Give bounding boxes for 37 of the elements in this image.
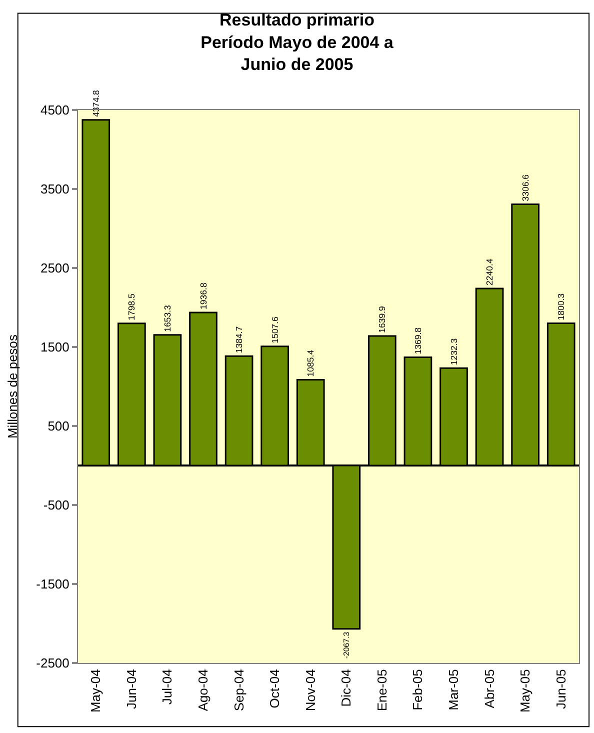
x-tick-label: Abr-05 — [482, 669, 497, 708]
data-label: 1232.3 — [448, 338, 459, 366]
data-label: 3306.6 — [520, 174, 530, 202]
data-label: 2240.4 — [484, 258, 495, 286]
data-label: 1384.7 — [234, 326, 244, 354]
data-label: 1369.8 — [412, 327, 423, 354]
x-tick-label: Ene-05 — [374, 669, 390, 712]
y-tick-label: 500 — [48, 418, 70, 434]
data-label: 1085.4 — [306, 350, 316, 377]
x-tick-label: Jun-05 — [553, 669, 568, 709]
x-tick-label: Sep-04 — [231, 669, 246, 712]
data-label: 4374.8 — [90, 90, 101, 117]
x-tick-label: Mar-05 — [446, 669, 461, 710]
data-label: 1800.3 — [556, 293, 566, 320]
x-tick-label: May-05 — [518, 669, 533, 713]
data-label: 1653.3 — [162, 304, 172, 332]
y-tick-label: 1500 — [40, 340, 70, 355]
x-tick-label: Feb-05 — [410, 669, 426, 710]
y-tick-label: 3500 — [40, 182, 70, 197]
y-axis-title: Millones de pesos — [5, 334, 20, 439]
y-tick-label: -500 — [43, 498, 70, 513]
x-tick-label: Dic-04 — [338, 669, 354, 707]
data-label: 1639.9 — [377, 306, 388, 333]
data-label: 1798.5 — [126, 293, 137, 320]
chart-title: Resultado primario Período Mayo de 2004 a Junio de 2005 — [200, 10, 394, 74]
y-tick-label: -2500 — [36, 656, 70, 671]
x-tick-label: Nov-04 — [302, 669, 318, 712]
x-tick-label: Oct-04 — [267, 669, 282, 708]
x-tick-label: Jun-04 — [124, 669, 139, 709]
y-tick-label: 4500 — [40, 102, 70, 118]
data-label: 1936.8 — [198, 282, 208, 310]
data-label: 1507.6 — [270, 316, 280, 344]
x-tick-label: Ago-04 — [195, 669, 210, 712]
y-tick-label: 2500 — [40, 260, 70, 276]
x-tick-label: Jul-04 — [160, 669, 175, 705]
x-tick-label: May-04 — [88, 669, 104, 713]
y-tick-label: -1500 — [36, 576, 70, 592]
